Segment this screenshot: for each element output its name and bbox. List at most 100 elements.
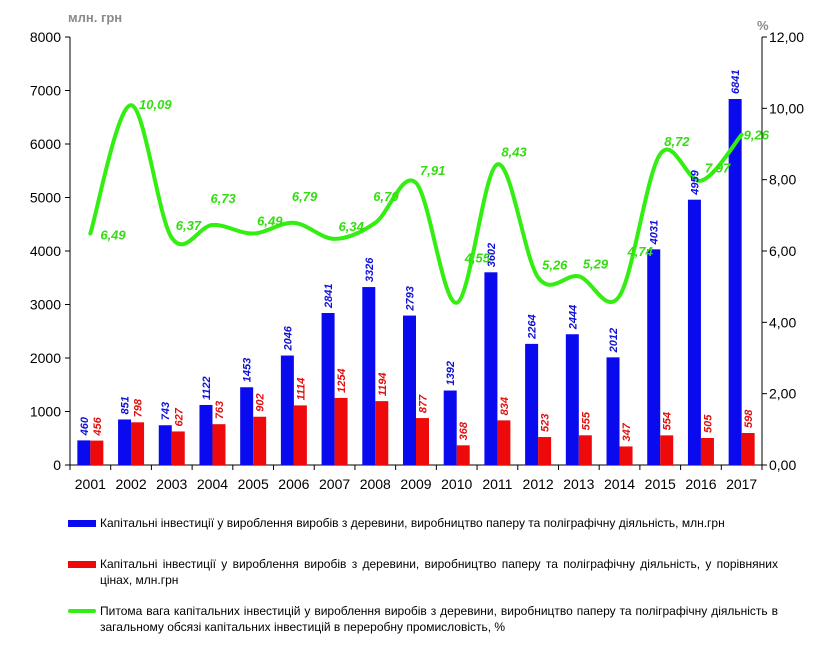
bar-red [131,422,145,465]
bar-blue [647,249,661,465]
legend-item-capital-investment: Капітальні інвестиції у вироблення вироб… [68,515,725,531]
data-label-green: 6,79 [292,189,318,204]
x-tick-label: 2006 [278,476,309,492]
bar-blue [240,387,254,465]
bar-red [619,446,633,465]
data-label-red: 627 [173,407,185,426]
x-tick-label: 2002 [115,476,146,492]
bar-red [212,424,226,465]
data-label-green: 10,09 [139,97,172,112]
data-label-green: 4,55 [464,251,491,266]
data-label-green: 9,26 [744,128,770,143]
x-tick-label: 2016 [685,476,716,492]
data-label-green: 7,91 [420,163,445,178]
bar-red [538,437,552,465]
right-axis-unit: % [757,18,769,33]
x-tick-label: 2004 [197,476,228,492]
data-label-red: 505 [702,414,714,433]
left-tick-label: 0 [53,457,61,473]
bar-red [578,435,592,465]
data-label-red: 554 [662,412,674,430]
data-label-green: 6,34 [339,219,365,234]
data-label-blue: 460 [79,416,91,436]
bar-blue [321,313,335,465]
data-label-blue: 4031 [649,220,661,245]
left-tick-label: 4000 [30,243,61,259]
x-tick-label: 2017 [726,476,757,492]
data-label-green: 6,79 [373,189,399,204]
bar-blue [565,334,579,465]
data-label-red: 1254 [336,368,348,392]
data-label-red: 1114 [295,378,307,401]
bar-blue [525,343,539,465]
data-label-blue: 3326 [364,257,376,282]
data-label-green: 6,49 [257,214,283,229]
data-label-green: 6,73 [210,191,236,206]
data-label-blue: 6841 [730,70,742,94]
data-label-blue: 2012 [608,328,620,353]
data-label-green: 8,43 [501,144,527,159]
data-label-green: 6,37 [176,218,202,233]
data-label-green: 4,74 [627,244,654,259]
data-label-red: 368 [458,421,470,440]
right-tick-label: 12,00 [769,29,804,45]
right-tick-label: 0,00 [769,457,796,473]
x-tick-label: 2014 [604,476,635,492]
left-tick-label: 6000 [30,136,61,152]
data-label-red: 834 [499,397,511,415]
data-label-blue: 2264 [527,314,539,339]
bar-blue [158,425,172,465]
axes-group: 0 1000 2000 3000 4000 5000 6000 7000 8000 0,00 2,0… [30,29,804,492]
x-tick-label: 2001 [75,476,106,492]
combo-chart: 0 1000 2000 3000 4000 5000 6000 7000 8000 0,00 2,0… [30,10,804,492]
left-tick-label: 2000 [30,350,61,366]
bar-blue [77,440,91,465]
left-tick-label: 3000 [30,297,61,313]
legend-swatch-blue [68,520,96,527]
bar-red [253,416,267,465]
bar-red [660,435,674,465]
legend-label-capital-investment: Капітальні інвестиції у вироблення вироб… [100,516,725,530]
left-axis-unit: млн. грн [68,10,122,25]
legend-item-share: Питома вага капітальних інвестицій у вир… [68,603,778,635]
data-label-red: 1194 [377,372,389,396]
data-label-blue: 2046 [282,325,294,351]
x-tick-label: 2011 [482,476,512,492]
bar-red [334,397,348,465]
data-label-blue: 4959 [689,169,701,195]
data-label-blue: 2444 [567,305,579,330]
bar-red [171,431,185,465]
x-tick-label: 2015 [645,476,676,492]
right-tick-label: 8,00 [769,172,796,188]
legend-label-comparable-prices: Капітальні інвестиції у вироблення вироб… [100,557,778,587]
bar-blue [484,272,498,465]
x-tick-label: 2010 [441,476,472,492]
line-share-percent [88,103,744,305]
data-label-red: 902 [255,393,267,411]
data-label-blue: 1453 [242,358,254,382]
data-label-blue: 851 [120,396,132,414]
x-tick-label: 2007 [319,476,350,492]
data-label-red: 456 [92,416,104,436]
bar-blue [362,287,376,465]
legend-swatch-green [68,609,96,613]
data-label-blue: 2793 [405,286,417,311]
data-label-red: 347 [621,422,633,441]
left-tick-label: 8000 [30,29,61,45]
data-label-blue: 743 [160,402,172,420]
left-tick-label: 7000 [30,83,61,99]
data-label-blue: 1122 [201,376,213,400]
legend-label-share: Питома вага капітальних інвестицій у вир… [100,604,778,634]
line-group [88,103,744,305]
labels-group: 460 851 743 1122 1453 2046 2841 3326 2793 1392 360… [79,70,770,442]
data-label-green: 6,49 [100,228,126,243]
data-label-red: 798 [133,398,145,417]
x-tick-label: 2003 [156,476,187,492]
bar-red [741,433,755,465]
data-label-green: 8,72 [664,134,690,149]
x-tick-label: 2008 [360,476,391,492]
bar-red [456,445,470,465]
bar-blue [280,355,294,465]
bar-blue [687,199,701,466]
data-label-red: 555 [580,411,592,430]
